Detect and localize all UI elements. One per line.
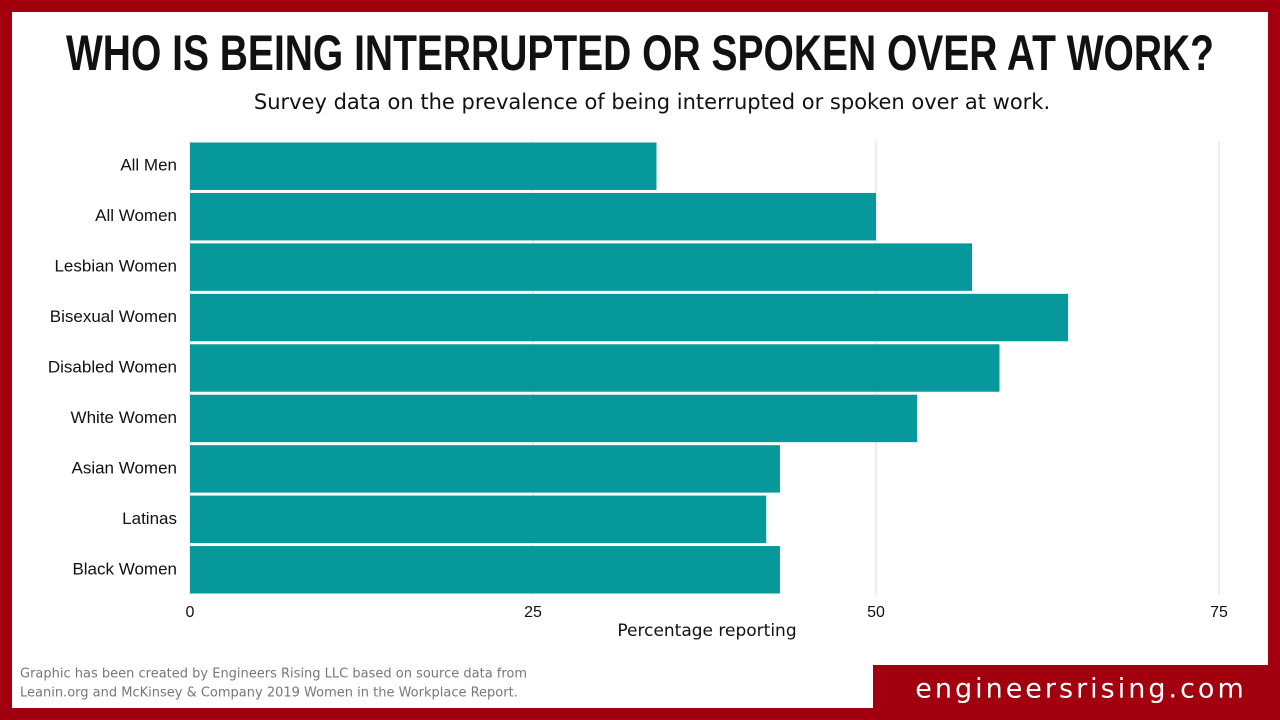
bar [190, 243, 973, 291]
y-tick-label: Disabled Women [48, 357, 177, 376]
bar [190, 445, 780, 493]
chart-title: WHO IS BEING INTERRUPTED OR SPOKEN OVER … [66, 25, 1214, 81]
y-tick-label: White Women [71, 408, 177, 427]
x-tick-label: 75 [1210, 604, 1228, 621]
bar [190, 344, 1000, 392]
y-tick-label: Bisexual Women [50, 307, 177, 326]
y-tick-label: All Men [120, 156, 177, 175]
bar [190, 192, 876, 241]
y-tick-label: All Women [95, 206, 177, 225]
bar [190, 142, 657, 190]
y-tick-label: Black Women [72, 559, 177, 578]
bar [190, 293, 1069, 342]
brand: engineersrising.com [915, 674, 1247, 705]
x-tick-label: 25 [524, 604, 542, 621]
source-note: Leanin.org and McKinsey & Company 2019 W… [20, 686, 518, 701]
y-tick-label: Latinas [122, 509, 177, 528]
x-tick-label: 50 [867, 604, 885, 621]
chart-subtitle: Survey data on the prevalence of being i… [254, 90, 1050, 114]
x-axis-label: Percentage reporting [617, 621, 796, 641]
y-tick-label: Asian Women [71, 458, 177, 477]
x-tick-label: 0 [186, 604, 195, 621]
brand-box [873, 665, 1268, 708]
bar [190, 546, 780, 594]
y-tick-label: Lesbian Women [54, 257, 177, 276]
bar [190, 394, 918, 443]
bar [190, 495, 767, 544]
source-note: Graphic has been created by Engineers Ri… [20, 667, 527, 682]
